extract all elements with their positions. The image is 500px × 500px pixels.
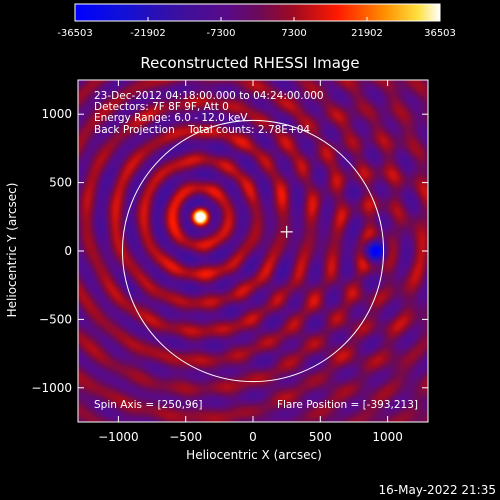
colorbar-tick-label: -36503: [57, 28, 92, 39]
y-tick-label: 0: [64, 244, 72, 258]
y-tick-label: 1000: [41, 107, 72, 121]
y-axis-label: Heliocentric Y (arcsec): [5, 183, 19, 318]
x-tick-label: 1000: [372, 430, 403, 444]
colorbar-tick-label: -7300: [206, 28, 235, 39]
y-tick-label: −500: [39, 312, 72, 326]
spin-axis-label: Spin Axis = [250,96]: [94, 399, 202, 411]
x-tick-label: 500: [309, 430, 332, 444]
info-line-4: Back Projection Total counts: 2.78E+04: [94, 124, 310, 136]
info-line-3: Energy Range: 6.0 - 12.0 keV: [94, 112, 248, 124]
colorbar-tick-label: 21902: [351, 28, 383, 39]
colorbar-tick-label: -21902: [130, 28, 165, 39]
chart-title: Reconstructed RHESSI Image: [140, 54, 359, 72]
heatmap-image: [78, 80, 428, 422]
colorbar-gradient: [74, 3, 441, 22]
colorbar-ticks: -36503 -21902 -7300 7300 21902 36503: [57, 17, 456, 39]
flare-position-label: Flare Position = [-393,213]: [277, 399, 418, 411]
colorbar-tick-label: 7300: [281, 28, 306, 39]
y-tick-label: −1000: [31, 381, 72, 395]
info-block: 23-Dec-2012 04:18:00.000 to 04:24:00.000…: [94, 90, 324, 136]
spin-axis-marker: [280, 225, 293, 238]
x-tick-label: −500: [169, 430, 202, 444]
colorbar: -36503 -21902 -7300 7300 21902 36503: [57, 3, 456, 39]
x-axis-ticks: −1000 −500 0 500 1000: [98, 80, 403, 444]
colorbar-tick-label: 36503: [424, 28, 456, 39]
solar-limb-circle: [121, 119, 385, 383]
info-line-1: 23-Dec-2012 04:18:00.000 to 04:24:00.000: [94, 90, 324, 102]
x-tick-label: −1000: [98, 430, 139, 444]
info-line-2: Detectors: 7F 8F 9F, Att 0: [94, 101, 229, 113]
footer-timestamp: 16-May-2022 21:35: [379, 483, 496, 497]
x-axis-label: Heliocentric X (arcsec): [186, 448, 322, 462]
y-tick-label: 500: [49, 176, 72, 190]
y-axis-ticks: −1000 −500 0 500 1000: [31, 107, 428, 395]
x-tick-label: 0: [249, 430, 257, 444]
